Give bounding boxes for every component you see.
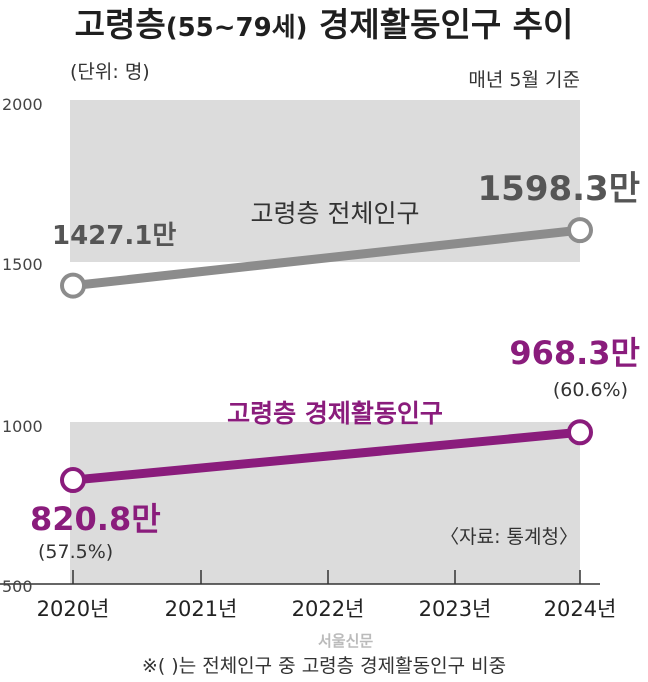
series-active-line xyxy=(68,427,585,485)
series-total-point-2024 xyxy=(567,217,593,244)
series-active-share-2020: (57.5%) xyxy=(38,541,113,563)
x-tick-2021: 2021년 xyxy=(165,597,238,621)
footnote: ※( )는 전체인구 중 고령층 경제활동인구 비중 xyxy=(142,655,506,677)
x-tick-2022: 2022년 xyxy=(292,597,365,621)
series-active-label-2024: 968.3만 xyxy=(509,334,640,372)
unit-note: (단위: 명) xyxy=(70,61,150,83)
series-total-name: 고령층 전체인구 xyxy=(251,199,420,228)
y-tick-2000: 2000 xyxy=(2,95,43,114)
series-total-line xyxy=(68,225,585,291)
y-tick-1000: 1000 xyxy=(2,417,43,436)
series-total-label-2024: 1598.3만 xyxy=(478,169,640,209)
series-total-point-2020 xyxy=(60,272,86,299)
chart-title: 고령층(55~79세) 경제활동인구 추이 xyxy=(75,5,574,44)
series-active-point-2024 xyxy=(567,419,593,446)
x-tick-2024: 2024년 xyxy=(544,597,617,621)
publisher-logo: 서울신문 xyxy=(318,632,373,650)
x-tick-2023: 2023년 xyxy=(419,597,492,621)
series-active-name: 고령층 경제활동인구 xyxy=(227,399,443,428)
y-tick-1500: 1500 xyxy=(2,255,43,274)
x-tick-2020: 2020년 xyxy=(37,597,110,621)
series-active-point-2020 xyxy=(60,467,86,494)
source-note: 〈자료: 통계청〉 xyxy=(440,526,578,548)
lower-panel xyxy=(70,422,580,584)
series-active-share-2024: (60.6%) xyxy=(553,379,628,401)
base-note: 매년 5월 기준 xyxy=(468,69,580,91)
series-active-label-2020: 820.8만 xyxy=(30,500,161,538)
series-total-label-2020: 1427.1만 xyxy=(52,221,176,251)
y-tick-500: 500 xyxy=(2,577,33,596)
